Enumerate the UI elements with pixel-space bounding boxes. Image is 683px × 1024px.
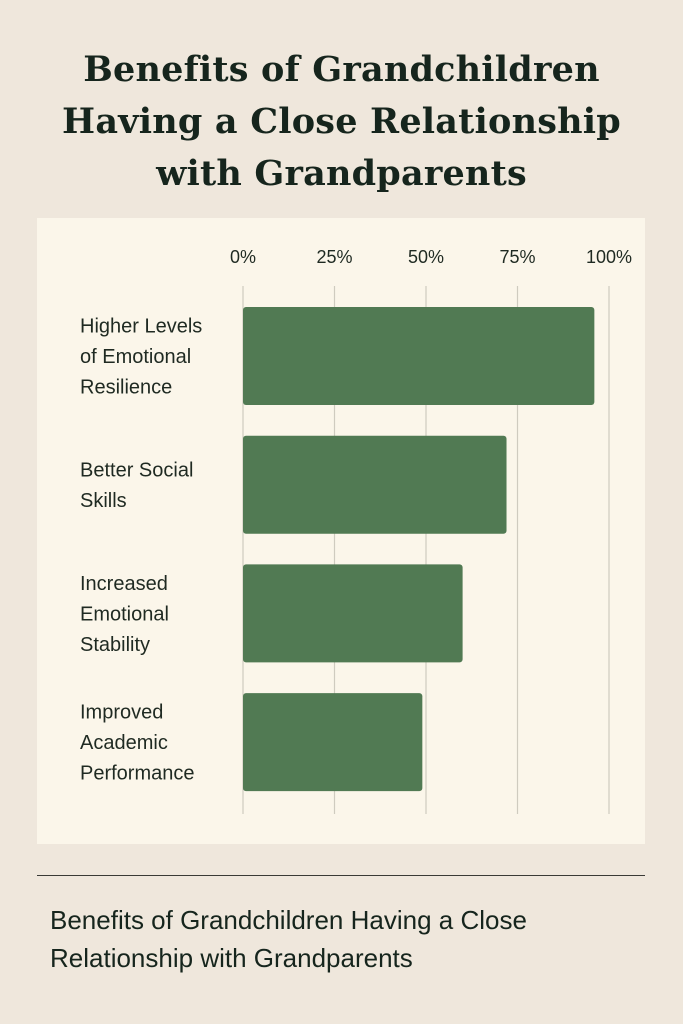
chart-title: Benefits of Grandchildren Having a Close… [62, 49, 621, 194]
x-tick-label: 75% [499, 247, 535, 267]
x-tick-label: 0% [230, 247, 256, 267]
bar [243, 693, 423, 792]
bar [243, 564, 463, 663]
chart-caption: Benefits of Grandchildren Having a Close… [50, 905, 527, 973]
x-tick-label: 25% [316, 247, 352, 267]
category-label: Improved Academic Performance [80, 702, 195, 785]
divider [37, 875, 645, 876]
bar-chart: 0% 25% 50% 75% 100% Higher Levels of Emotional… [80, 247, 632, 814]
bar [243, 435, 507, 534]
x-tick-label: 100% [586, 247, 632, 267]
bar [243, 307, 595, 405]
x-tick-label: 50% [408, 247, 444, 267]
category-label: Higher Levels of Emotional Resilience [80, 316, 202, 399]
category-label: Better Social Skills [80, 459, 193, 512]
chart-panel: 0% 25% 50% 75% 100% Higher Levels of Emotional… [37, 218, 645, 844]
category-label: Increased Emotional Stability [80, 573, 169, 656]
